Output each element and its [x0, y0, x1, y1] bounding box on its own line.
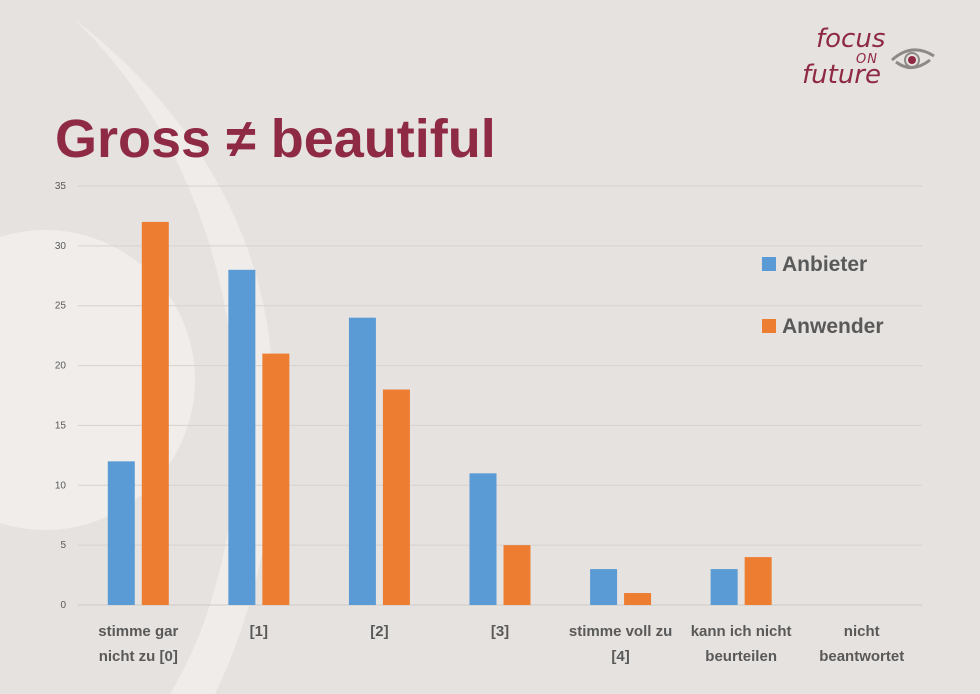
x-category-label: [3]: [491, 623, 509, 640]
bar-anwender-3: [503, 545, 531, 605]
y-tick-label: 10: [55, 480, 67, 491]
page-title: Gross ≠ beautiful: [55, 109, 496, 169]
eye-icon: [890, 48, 935, 69]
bar-anwender-1: [262, 353, 290, 605]
logo-text-future: future: [802, 60, 881, 90]
bar-anbieter-1: [228, 269, 256, 605]
bar-anbieter-5: [710, 569, 738, 605]
x-category-label: beantwortet: [819, 648, 904, 665]
x-category-label: stimme gar: [98, 623, 178, 640]
chart-bars: [107, 221, 772, 605]
x-category-label: kann ich nicht: [691, 623, 792, 640]
x-category-label: [4]: [611, 648, 629, 665]
y-tick-label: 30: [55, 241, 67, 252]
legend-swatch-anwender: [762, 319, 776, 333]
y-axis-ticks: 0 5 10 15 20 25 30 35: [55, 181, 67, 611]
bar-anwender-5: [744, 557, 772, 605]
chart-legend: Anbieter Anwender: [762, 253, 884, 338]
x-category-label: [1]: [250, 623, 268, 640]
bar-anwender-4: [624, 593, 652, 605]
x-category-label: nicht zu [0]: [99, 648, 178, 665]
y-tick-label: 20: [55, 361, 67, 372]
x-category-label: nicht: [844, 623, 880, 640]
legend-swatch-anbieter: [762, 257, 776, 271]
y-tick-label: 35: [55, 181, 67, 192]
bar-anwender-0: [141, 221, 169, 605]
x-category-label: beurteilen: [705, 648, 777, 665]
chart-gridlines: [78, 185, 922, 606]
y-tick-label: 0: [60, 600, 66, 611]
legend-label-anwender: Anwender: [782, 315, 884, 338]
y-tick-label: 5: [60, 540, 66, 551]
y-tick-label: 25: [55, 301, 67, 312]
bar-anbieter-3: [469, 473, 497, 605]
logo-text-focus: focus: [816, 24, 886, 54]
legend-label-anbieter: Anbieter: [782, 253, 867, 276]
bar-anbieter-0: [107, 461, 135, 605]
x-axis-labels: stimme gar nicht zu [0] [1] [2] [3] stimme vo…: [98, 623, 904, 665]
x-category-label: [2]: [370, 623, 388, 640]
x-category-label: stimme voll zu: [569, 623, 672, 640]
bar-anbieter-2: [348, 317, 376, 605]
focus-on-future-logo: focus ON future: [798, 22, 948, 92]
logo-text-on: ON: [856, 52, 878, 67]
bar-anbieter-4: [590, 569, 618, 605]
bar-anwender-2: [382, 389, 410, 605]
y-tick-label: 15: [55, 420, 67, 431]
